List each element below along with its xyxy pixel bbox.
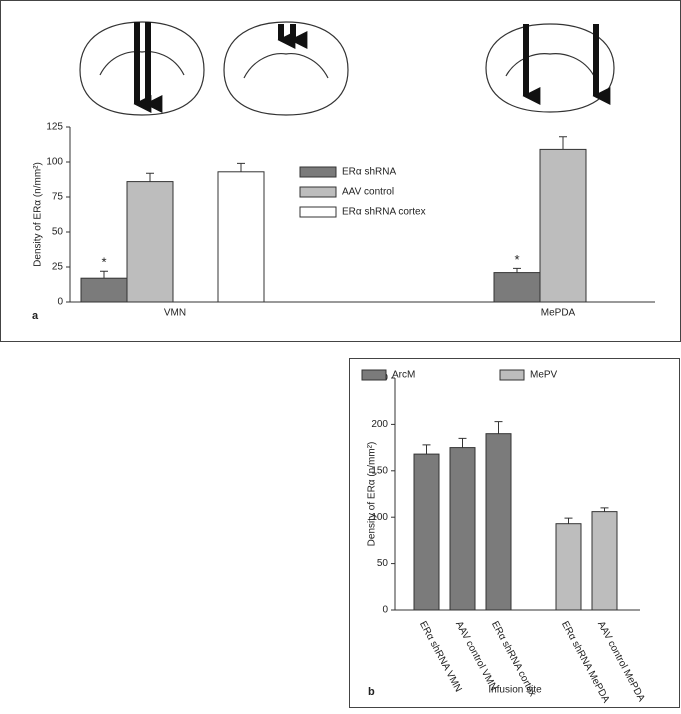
legend-label: ArcM bbox=[392, 370, 415, 381]
error-bar bbox=[146, 172, 154, 182]
error-bar bbox=[422, 444, 431, 455]
bar bbox=[80, 277, 128, 303]
bar bbox=[485, 433, 512, 611]
bar bbox=[126, 181, 174, 303]
panel-b-frame bbox=[349, 358, 680, 708]
error-bar bbox=[494, 421, 503, 434]
error-bar bbox=[564, 517, 573, 524]
y-tick-label: 100 bbox=[371, 512, 388, 523]
y-tick-label: 150 bbox=[371, 465, 388, 476]
x-tick-label: MePDA bbox=[541, 308, 576, 319]
y-tick-label: 0 bbox=[382, 605, 388, 616]
y-tick-label: 75 bbox=[52, 192, 64, 203]
y-tick-label: 200 bbox=[371, 419, 388, 430]
error-bar bbox=[600, 507, 609, 512]
legend-swatch bbox=[361, 369, 387, 381]
bar bbox=[449, 447, 476, 611]
error-bar bbox=[559, 136, 567, 150]
y-tick-label: 25 bbox=[52, 262, 64, 273]
error-bar bbox=[237, 162, 245, 172]
bar bbox=[539, 148, 587, 303]
bar bbox=[413, 453, 440, 611]
legend-label: ERα shRNA cortex bbox=[342, 207, 426, 218]
legend-label: ERα shRNA bbox=[342, 167, 396, 178]
y-tick-label: 125 bbox=[46, 122, 63, 133]
error-bar bbox=[100, 270, 108, 279]
panel-label: a bbox=[32, 310, 39, 322]
bar bbox=[217, 171, 265, 303]
brain-sections bbox=[79, 21, 615, 116]
y-tick-label: 50 bbox=[377, 558, 389, 569]
x-axis-label: Infusion site bbox=[488, 685, 542, 696]
legend-label: AAV control bbox=[342, 187, 394, 198]
bar bbox=[493, 272, 541, 303]
injection-arrows bbox=[133, 22, 611, 113]
legend-swatch bbox=[499, 369, 525, 381]
error-bar bbox=[513, 267, 521, 273]
x-tick-label: VMN bbox=[164, 308, 186, 319]
bar bbox=[591, 511, 618, 611]
legend-swatch bbox=[299, 186, 337, 198]
legend-label: MePV bbox=[530, 370, 558, 381]
legend-swatch bbox=[299, 206, 337, 218]
significance-mark: * bbox=[101, 255, 106, 270]
y-tick-label: 100 bbox=[46, 157, 63, 168]
y-axis-label: Density of ERα (n/mm²) bbox=[367, 442, 378, 547]
bar bbox=[555, 523, 582, 611]
y-tick-label: 0 bbox=[57, 297, 63, 308]
y-axis-label: Density of ERα (n/mm²) bbox=[33, 162, 44, 267]
y-tick-label: 50 bbox=[52, 227, 64, 238]
legend-swatch bbox=[299, 166, 337, 178]
significance-mark: * bbox=[514, 252, 519, 267]
panel-label: b bbox=[368, 686, 375, 698]
error-bar bbox=[458, 437, 467, 448]
